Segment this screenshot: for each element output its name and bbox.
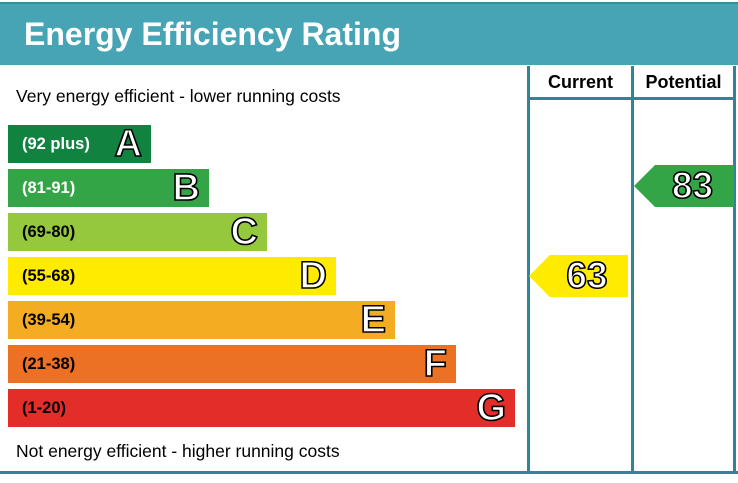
band-range-label: (69-80) xyxy=(22,222,76,241)
page-title: Energy Efficiency Rating xyxy=(24,16,401,52)
bottom-border xyxy=(0,471,738,474)
band-letter: G xyxy=(476,387,507,429)
band-range-label: (55-68) xyxy=(22,266,76,285)
top-note: Very energy efficient - lower running co… xyxy=(16,86,341,106)
column-divider-right xyxy=(733,66,736,474)
band-a: (92 plus) A xyxy=(8,123,151,165)
potential-column-header: Potential xyxy=(645,72,722,92)
band-letter: B xyxy=(172,167,201,209)
potential-rating-arrow: 83 xyxy=(634,165,734,207)
current-rating-value: 63 xyxy=(566,255,609,297)
band-range-label: (21-38) xyxy=(22,354,76,373)
band-letter: D xyxy=(299,255,328,297)
current-rating-arrow: 63 xyxy=(529,255,628,297)
bottom-note: Not energy efficient - higher running co… xyxy=(16,441,340,461)
band-d: (55-68) D xyxy=(8,255,336,297)
column-divider-left xyxy=(527,66,530,474)
current-column-header: Current xyxy=(547,72,613,92)
band-letter: C xyxy=(230,211,259,253)
column-divider-mid xyxy=(631,66,634,474)
band-range-label: (39-54) xyxy=(22,310,76,329)
band-letter: F xyxy=(423,343,448,385)
potential-rating-value: 83 xyxy=(671,165,714,207)
band-range-label: (1-20) xyxy=(22,398,67,417)
header-underline xyxy=(527,97,736,100)
band-c: (69-80) C xyxy=(8,211,267,253)
band-range-label: (92 plus) xyxy=(22,134,90,153)
band-e: (39-54) E xyxy=(8,299,395,341)
band-letter: E xyxy=(360,299,387,341)
band-b: (81-91) B xyxy=(8,167,209,209)
band-range-label: (81-91) xyxy=(22,178,76,197)
band-f: (21-38) F xyxy=(8,343,456,385)
band-g: (1-20) G xyxy=(8,387,515,429)
title-banner: Energy Efficiency Rating xyxy=(0,2,738,65)
band-letter: A xyxy=(114,123,143,165)
